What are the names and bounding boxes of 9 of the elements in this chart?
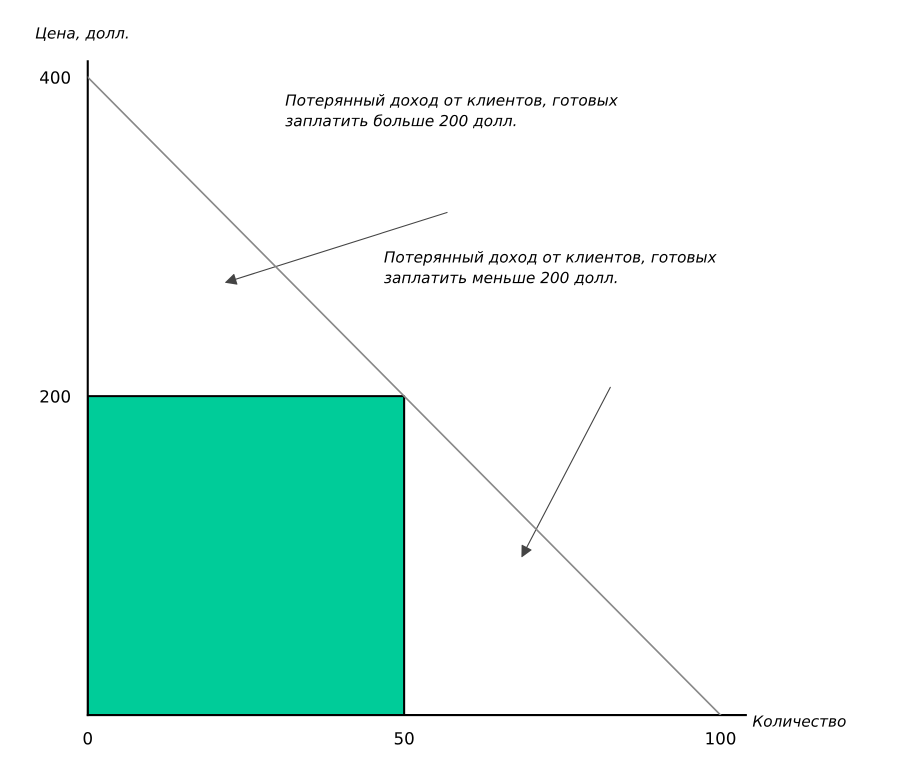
y-tick-label: 400 bbox=[40, 71, 70, 84]
y-axis-title: Цена, долл. bbox=[36, 27, 128, 41]
x-tick-label: 0 bbox=[84, 732, 92, 745]
y-tick-label: 200 bbox=[40, 390, 70, 403]
annotation: Потерянный доход от клиентов, готовых заплатить больше 200 долл. bbox=[285, 94, 618, 128]
x-tick-label: 50 bbox=[394, 732, 414, 745]
x-axis-title: Количество bbox=[752, 715, 846, 727]
x-tick-label: 100 bbox=[706, 732, 736, 745]
annotation: Потерянный доход от клиентов, готовых заплатить меньше 200 долл. bbox=[384, 250, 717, 286]
